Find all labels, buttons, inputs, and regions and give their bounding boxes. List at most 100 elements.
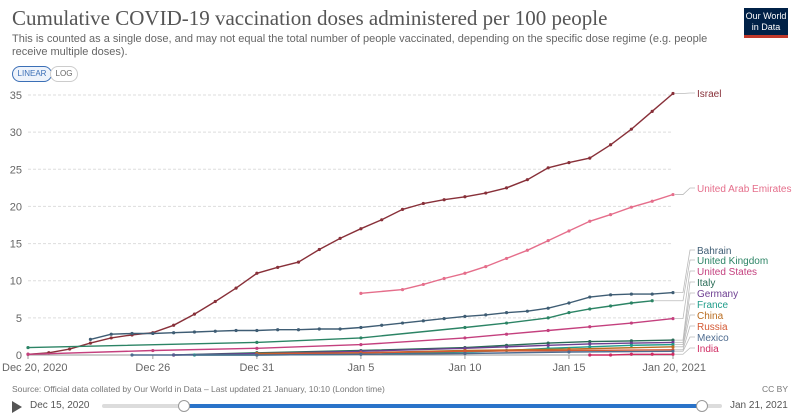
- series-label: China: [697, 311, 724, 322]
- data-point: [359, 291, 363, 295]
- data-point: [463, 346, 467, 350]
- data-point: [484, 265, 488, 269]
- data-point: [504, 311, 509, 315]
- y-tick-label: 15: [10, 239, 22, 251]
- series-label-leader: [675, 325, 695, 351]
- series-label-leader: [675, 314, 695, 348]
- x-tick-label: Dec 31: [239, 362, 274, 374]
- logo-line-2: in Data: [751, 22, 781, 32]
- series-line: [27, 92, 674, 355]
- data-point: [317, 247, 321, 252]
- data-point: [359, 325, 363, 330]
- series-label: United Arab Emirates: [697, 184, 792, 195]
- data-point: [504, 256, 509, 261]
- data-point: [400, 321, 405, 325]
- license-link[interactable]: CC BY: [762, 384, 788, 394]
- data-point: [650, 299, 654, 303]
- data-point: [317, 327, 321, 331]
- data-point: [525, 178, 529, 182]
- data-point: [588, 295, 592, 299]
- owid-logo[interactable]: Our World in Data: [744, 8, 788, 38]
- data-point: [525, 309, 529, 313]
- y-tick-label: 25: [10, 164, 22, 176]
- data-point: [608, 293, 613, 297]
- data-point: [213, 299, 217, 304]
- data-point: [567, 311, 571, 315]
- x-tick-label: Dec 20, 2020: [2, 362, 67, 374]
- timeline-end-handle[interactable]: [696, 400, 708, 412]
- data-point: [88, 341, 93, 345]
- data-point: [629, 341, 633, 345]
- y-tick-label: 35: [10, 90, 22, 102]
- series-label-leader: [675, 347, 695, 355]
- data-point: [588, 156, 592, 160]
- series-label: United Kingdom: [697, 256, 768, 267]
- log-scale-button[interactable]: LOG: [50, 66, 78, 82]
- data-point: [650, 199, 654, 203]
- data-point: [671, 291, 675, 295]
- data-point: [255, 340, 259, 344]
- data-point: [567, 229, 571, 233]
- data-point: [359, 227, 363, 231]
- data-point: [338, 327, 342, 331]
- data-point: [442, 198, 446, 202]
- data-point: [629, 127, 633, 131]
- series-label-leader: [675, 292, 695, 343]
- data-point: [671, 317, 675, 321]
- data-point: [671, 338, 675, 342]
- line-chart: 0 5 10 15 20 25 30 35 Dec 20, 2020 Dec 26 Dec 31 Ja…: [2, 89, 792, 374]
- chart-subtitle: This is counted as a single dose, and ma…: [12, 33, 708, 58]
- series-label-leader: [675, 187, 695, 195]
- y-tick-label: 10: [10, 276, 22, 288]
- y-tick-label: 20: [10, 201, 22, 213]
- series-label: India: [697, 344, 719, 355]
- data-point: [629, 292, 633, 296]
- data-point: [421, 319, 425, 323]
- data-point: [504, 345, 509, 349]
- x-tick-label: Dec 26: [135, 362, 170, 374]
- data-point: [608, 143, 613, 147]
- x-tick-label: Jan 5: [347, 362, 374, 374]
- series-label-leader: [675, 92, 695, 94]
- series-line: [90, 291, 674, 341]
- data-point: [255, 328, 259, 333]
- series-label-leader: [675, 270, 695, 320]
- data-point: [588, 340, 592, 344]
- data-point: [151, 331, 155, 336]
- data-point: [546, 316, 550, 320]
- data-point: [463, 351, 467, 356]
- data-point: [88, 337, 93, 341]
- data-point: [608, 304, 613, 308]
- data-point: [109, 336, 113, 340]
- x-tick-label: Jan 15: [552, 362, 585, 374]
- data-point: [442, 317, 446, 321]
- series-label: Russia: [697, 322, 728, 333]
- logo-line-1: Our World: [745, 11, 787, 21]
- data-point: [234, 286, 238, 290]
- data-point: [130, 353, 134, 357]
- series-label: Mexico: [697, 333, 729, 344]
- data-point: [192, 330, 197, 334]
- series-label-leader: [675, 336, 695, 352]
- y-tick-label: 5: [16, 313, 22, 325]
- data-point: [525, 248, 529, 252]
- timeline-start-handle[interactable]: [178, 400, 190, 412]
- x-tick-label: Jan 20, 2021: [642, 362, 706, 374]
- data-point: [276, 328, 280, 332]
- data-point: [421, 201, 425, 206]
- data-point: [172, 323, 176, 327]
- timeline-selected-range: [183, 404, 702, 408]
- data-point: [546, 343, 550, 347]
- data-point: [588, 353, 592, 357]
- data-point: [629, 301, 633, 305]
- data-point: [546, 306, 550, 310]
- series-label: Israel: [697, 89, 721, 100]
- data-point: [650, 292, 654, 296]
- data-point: [608, 213, 613, 217]
- data-point: [442, 276, 446, 281]
- y-tick-label: 30: [10, 127, 22, 139]
- series-label-leader: [675, 249, 695, 294]
- data-point: [276, 265, 280, 269]
- data-point: [192, 312, 197, 316]
- play-icon[interactable]: [12, 401, 22, 413]
